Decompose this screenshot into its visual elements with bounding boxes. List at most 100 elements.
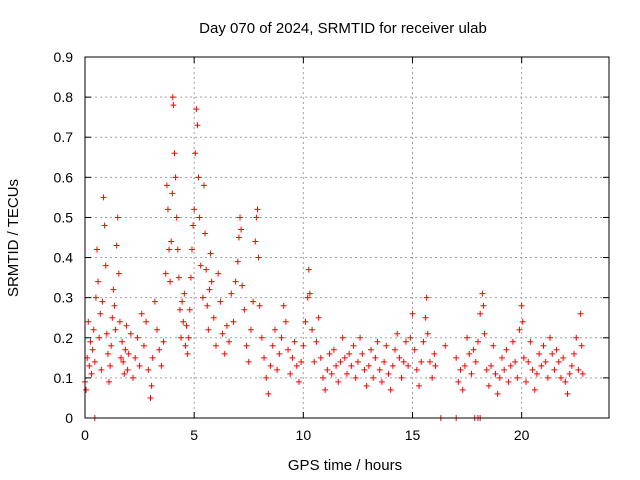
data-point bbox=[252, 238, 259, 245]
data-point bbox=[361, 366, 368, 373]
data-point bbox=[322, 386, 329, 393]
data-point bbox=[479, 290, 486, 297]
data-point bbox=[492, 370, 499, 377]
data-point bbox=[381, 358, 388, 365]
data-point bbox=[182, 342, 189, 349]
data-point bbox=[309, 326, 316, 333]
data-point bbox=[145, 366, 152, 373]
data-point bbox=[265, 390, 272, 397]
data-point bbox=[263, 374, 270, 381]
data-point bbox=[389, 362, 396, 369]
data-point bbox=[564, 390, 571, 397]
data-point bbox=[92, 294, 99, 301]
data-point bbox=[108, 342, 115, 349]
data-point bbox=[313, 338, 320, 345]
data-point bbox=[243, 342, 250, 349]
data-point bbox=[394, 330, 401, 337]
data-point bbox=[339, 334, 346, 341]
data-point bbox=[319, 374, 326, 381]
data-point bbox=[122, 346, 129, 353]
data-point bbox=[426, 358, 433, 365]
data-point bbox=[557, 374, 564, 381]
data-point bbox=[544, 374, 551, 381]
data-point bbox=[172, 174, 179, 181]
data-point bbox=[166, 246, 173, 253]
data-point bbox=[578, 342, 585, 349]
data-point bbox=[503, 346, 510, 353]
data-point bbox=[194, 122, 201, 129]
data-point bbox=[348, 362, 355, 369]
data-point bbox=[202, 230, 209, 237]
x-axis-title: GPS time / hours bbox=[288, 457, 402, 474]
data-point bbox=[490, 342, 497, 349]
data-point bbox=[160, 338, 167, 345]
data-point bbox=[261, 354, 268, 361]
data-point bbox=[239, 282, 246, 289]
x-tick-label: 10 bbox=[296, 427, 312, 443]
data-point bbox=[204, 302, 211, 309]
data-point bbox=[527, 338, 534, 345]
data-point bbox=[402, 338, 409, 345]
data-point bbox=[341, 354, 348, 361]
data-point bbox=[88, 370, 95, 377]
data-point bbox=[206, 286, 213, 293]
data-points bbox=[82, 94, 586, 421]
data-point bbox=[488, 362, 495, 369]
data-point bbox=[230, 318, 237, 325]
data-point bbox=[192, 150, 199, 157]
data-point bbox=[181, 290, 188, 297]
data-point bbox=[221, 350, 228, 357]
y-tick-label: 0.4 bbox=[54, 250, 74, 266]
data-point bbox=[553, 346, 560, 353]
data-point bbox=[418, 358, 425, 365]
data-point bbox=[368, 346, 375, 353]
data-point bbox=[512, 358, 519, 365]
data-point bbox=[111, 302, 118, 309]
data-point bbox=[253, 214, 260, 221]
data-point bbox=[354, 358, 361, 365]
data-point bbox=[499, 354, 506, 361]
data-point bbox=[197, 262, 204, 269]
data-point bbox=[324, 366, 331, 373]
data-point bbox=[109, 314, 116, 321]
data-point bbox=[267, 362, 274, 369]
data-point bbox=[579, 370, 586, 377]
data-point bbox=[255, 254, 262, 261]
data-point bbox=[516, 326, 523, 333]
data-point bbox=[167, 278, 174, 285]
data-point bbox=[173, 214, 180, 221]
data-point bbox=[457, 366, 464, 373]
data-point bbox=[352, 374, 359, 381]
data-point bbox=[271, 326, 278, 333]
data-point bbox=[501, 366, 508, 373]
chart-title: Day 070 of 2024, SRMTID for receiver ula… bbox=[199, 20, 487, 37]
tick-labels: 0 5 10 15 20 0 0.1 0.2 0.3 0.4 0.5 0.6 0.7 0.8 0.9 bbox=[54, 49, 530, 443]
data-point bbox=[475, 338, 481, 345]
data-point bbox=[477, 310, 484, 317]
data-point bbox=[101, 222, 108, 229]
data-point bbox=[178, 334, 185, 341]
data-point bbox=[317, 354, 324, 361]
data-point bbox=[125, 350, 132, 357]
data-point bbox=[245, 358, 252, 365]
y-tick-label: 0.2 bbox=[54, 330, 74, 346]
data-point bbox=[102, 262, 109, 269]
data-point bbox=[176, 306, 183, 313]
data-point bbox=[86, 362, 93, 369]
data-point bbox=[163, 182, 170, 189]
data-point bbox=[195, 174, 202, 181]
data-point bbox=[328, 370, 335, 377]
data-point bbox=[113, 242, 120, 249]
data-point bbox=[256, 302, 263, 309]
data-point bbox=[238, 226, 245, 233]
data-point bbox=[392, 346, 399, 353]
data-point bbox=[302, 318, 309, 325]
axis-ticks bbox=[84, 56, 609, 419]
data-point bbox=[97, 310, 104, 317]
data-point bbox=[213, 342, 219, 349]
data-point bbox=[83, 386, 90, 393]
data-point bbox=[333, 362, 340, 369]
data-point bbox=[148, 382, 155, 389]
data-point bbox=[90, 326, 97, 333]
data-point bbox=[210, 314, 217, 321]
